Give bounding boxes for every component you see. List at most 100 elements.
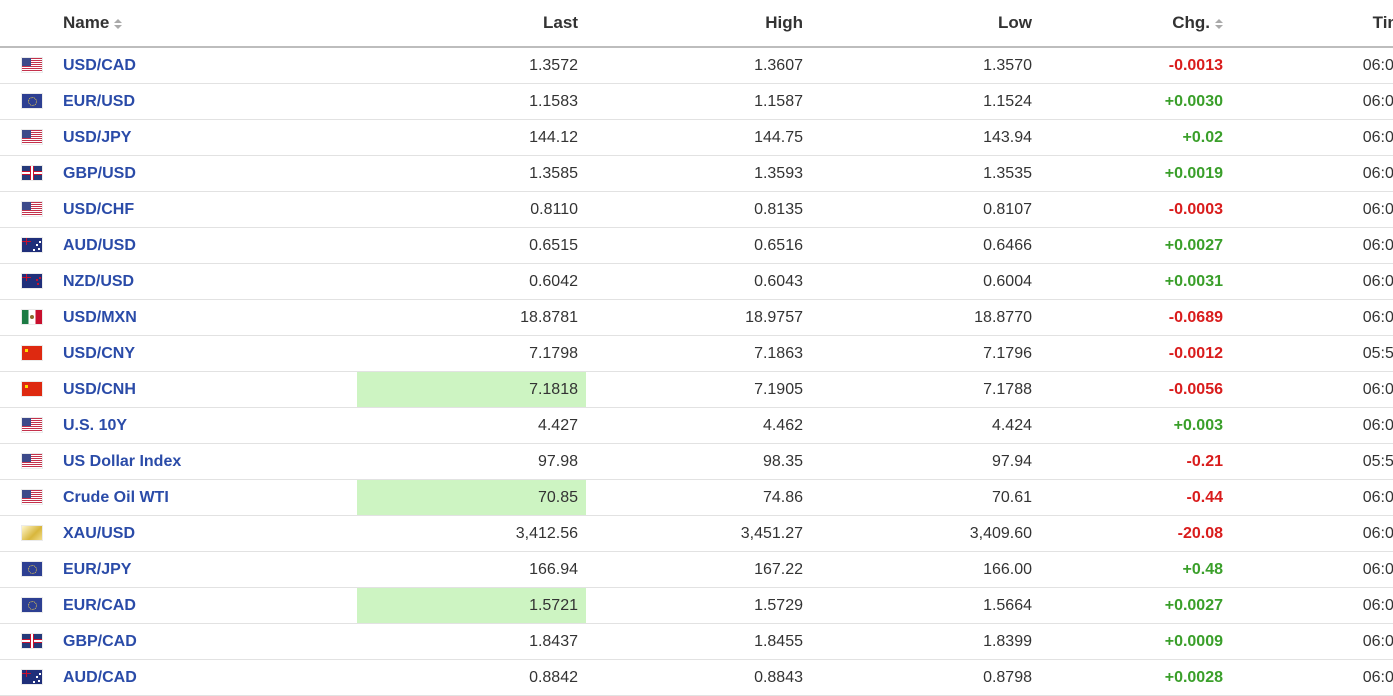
last-cell: 144.12: [357, 119, 586, 156]
cn-flag-icon: [21, 346, 42, 361]
header-high: High: [586, 0, 811, 48]
low-cell: 1.3535: [811, 155, 1040, 192]
header-time[interactable]: Time: [1231, 0, 1393, 48]
flag-cell: [0, 83, 63, 120]
instrument-link[interactable]: EUR/JPY: [63, 560, 132, 578]
header-name[interactable]: Name: [63, 0, 357, 48]
table-row[interactable]: XAU/USD 3,412.56 3,451.27 3,409.60 -20.08 06:…: [0, 515, 1393, 552]
last-cell: 0.8842: [357, 659, 586, 696]
low-cell: 0.6004: [811, 263, 1040, 300]
us-flag-icon: [21, 490, 42, 505]
last-cell: 0.6042: [357, 263, 586, 300]
low-cell: 97.94: [811, 443, 1040, 480]
low-cell: 166.00: [811, 551, 1040, 588]
flag-cell: [0, 659, 63, 696]
flag-cell: [0, 227, 63, 264]
low-cell: 143.94: [811, 119, 1040, 156]
high-cell: 1.5729: [586, 587, 811, 624]
instrument-link[interactable]: USD/CHF: [63, 200, 135, 218]
last-cell: 4.427: [357, 407, 586, 444]
high-cell: 144.75: [586, 119, 811, 156]
time-cell: 06:00:16: [1231, 47, 1393, 84]
name-cell: EUR/USD: [63, 83, 357, 120]
flag-cell: [0, 299, 63, 336]
instrument-link[interactable]: USD/CNH: [63, 380, 136, 398]
flag-cell: [0, 263, 63, 300]
flag-cell: [0, 443, 63, 480]
high-cell: 98.35: [586, 443, 811, 480]
name-cell: USD/CHF: [63, 191, 357, 228]
instrument-link[interactable]: EUR/CAD: [63, 596, 136, 614]
name-cell: Crude Oil WTI: [63, 479, 357, 516]
instrument-link[interactable]: AUD/USD: [63, 236, 136, 254]
header-low: Low: [811, 0, 1040, 48]
chg-cell: -0.0689: [1040, 299, 1231, 336]
instrument-link[interactable]: GBP/USD: [63, 164, 136, 182]
chg-cell: +0.0030: [1040, 83, 1231, 120]
header-flag-cell: [0, 0, 63, 48]
high-cell: 1.3593: [586, 155, 811, 192]
last-cell: 0.6515: [357, 227, 586, 264]
nz-flag-icon: [21, 274, 42, 289]
instrument-link[interactable]: Crude Oil WTI: [63, 488, 169, 506]
flag-cell: [0, 623, 63, 660]
table-row[interactable]: USD/MXN 18.878118.975718.8770-0.068906:00…: [0, 299, 1393, 336]
chg-cell: -0.0056: [1040, 371, 1231, 408]
header-chg-label: Chg.: [1172, 13, 1210, 32]
instrument-link[interactable]: U.S. 10Y: [63, 416, 128, 434]
instrument-link[interactable]: AUD/CAD: [63, 668, 137, 686]
chg-cell: -0.0013: [1040, 47, 1231, 84]
instrument-link[interactable]: GBP/CAD: [63, 632, 137, 650]
table-row[interactable]: Crude Oil WTI 70.8574.8670.61-0.4406:00:1…: [0, 479, 1393, 516]
instrument-link[interactable]: XAU/USD: [63, 524, 136, 542]
instrument-link[interactable]: EUR/USD: [63, 92, 136, 110]
last-cell: 1.8437: [357, 623, 586, 660]
time-cell: 06:00:00: [1231, 407, 1393, 444]
low-cell: 0.8798: [811, 659, 1040, 696]
instrument-link[interactable]: NZD/USD: [63, 272, 135, 290]
low-cell: 1.8399: [811, 623, 1040, 660]
last-cell: 1.5721: [357, 587, 586, 624]
instrument-link[interactable]: USD/JPY: [63, 128, 132, 146]
name-cell: NZD/USD: [63, 263, 357, 300]
flag-cell: [0, 479, 63, 516]
last-cell: 7.1798: [357, 335, 586, 372]
chg-cell: +0.0028: [1040, 659, 1231, 696]
last-cell: 3,412.56: [357, 515, 586, 552]
instrument-link[interactable]: USD/CAD: [63, 56, 136, 74]
high-cell: 0.8135: [586, 191, 811, 228]
name-cell: EUR/JPY: [63, 551, 357, 588]
time-cell: 06:00:09: [1231, 299, 1393, 336]
flag-cell: [0, 515, 63, 552]
header-chg[interactable]: Chg.: [1040, 0, 1231, 48]
instrument-link[interactable]: USD/MXN: [63, 308, 137, 326]
time-cell: 06:00:16: [1231, 623, 1393, 660]
sort-icon[interactable]: [114, 18, 123, 30]
chg-cell: -0.21: [1040, 443, 1231, 480]
chg-cell: -20.08: [1040, 515, 1231, 552]
low-cell: 70.61: [811, 479, 1040, 516]
time-cell: 06:00:17: [1231, 587, 1393, 624]
low-cell: 3,409.60: [811, 515, 1040, 552]
instrument-link[interactable]: US Dollar Index: [63, 452, 182, 470]
high-cell: 0.6516: [586, 227, 811, 264]
sort-icon[interactable]: [1215, 18, 1223, 30]
instrument-link[interactable]: USD/CNY: [63, 344, 136, 362]
flag-cell: [0, 191, 63, 228]
table-row[interactable]: US Dollar Index 97.9898.3597.94-0.2105:50…: [0, 443, 1393, 480]
high-cell: 0.8843: [586, 659, 811, 696]
